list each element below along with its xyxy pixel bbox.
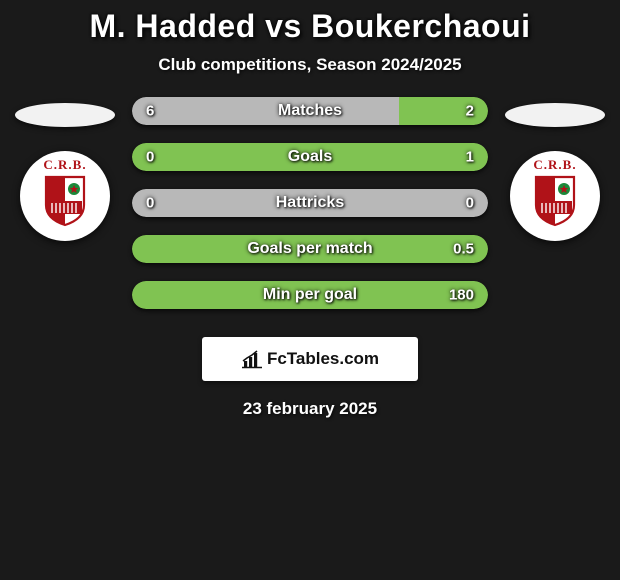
player2-column: C.R.B. [500, 97, 610, 241]
player1-flag [15, 103, 115, 127]
date-label: 23 february 2025 [0, 399, 620, 419]
comparison-card: M. Hadded vs Boukerchaoui Club competiti… [0, 0, 620, 419]
bar-segment-neutral [132, 189, 488, 217]
stat-row: Matches62 [132, 97, 488, 125]
stats-bars: Matches62 Goals01 Hattricks00 Goals per mat… [132, 97, 488, 309]
player2-flag [505, 103, 605, 127]
bar-segment-left [132, 97, 399, 125]
page-title: M. Hadded vs Boukerchaoui [0, 8, 620, 45]
shield-icon [42, 175, 88, 227]
stat-row: Goals per match0.5 [132, 235, 488, 263]
logo-text: FcTables.com [267, 349, 379, 369]
badge-initials: C.R.B. [43, 157, 86, 173]
bar-segment-right [132, 281, 488, 309]
bar-segment-right [132, 235, 488, 263]
player1-club-badge: C.R.B. [20, 151, 110, 241]
stat-row: Min per goal180 [132, 281, 488, 309]
stat-row: Hattricks00 [132, 189, 488, 217]
bar-segment-right [132, 143, 488, 171]
player2-club-badge: C.R.B. [510, 151, 600, 241]
shield-icon [532, 175, 578, 227]
chart-icon [241, 349, 263, 369]
player1-column: C.R.B. [10, 97, 120, 241]
main-row: C.R.B. [0, 97, 620, 309]
badge-initials: C.R.B. [533, 157, 576, 173]
stat-row: Goals01 [132, 143, 488, 171]
subtitle: Club competitions, Season 2024/2025 [0, 55, 620, 75]
bar-segment-right [399, 97, 488, 125]
source-logo: FcTables.com [202, 337, 418, 381]
